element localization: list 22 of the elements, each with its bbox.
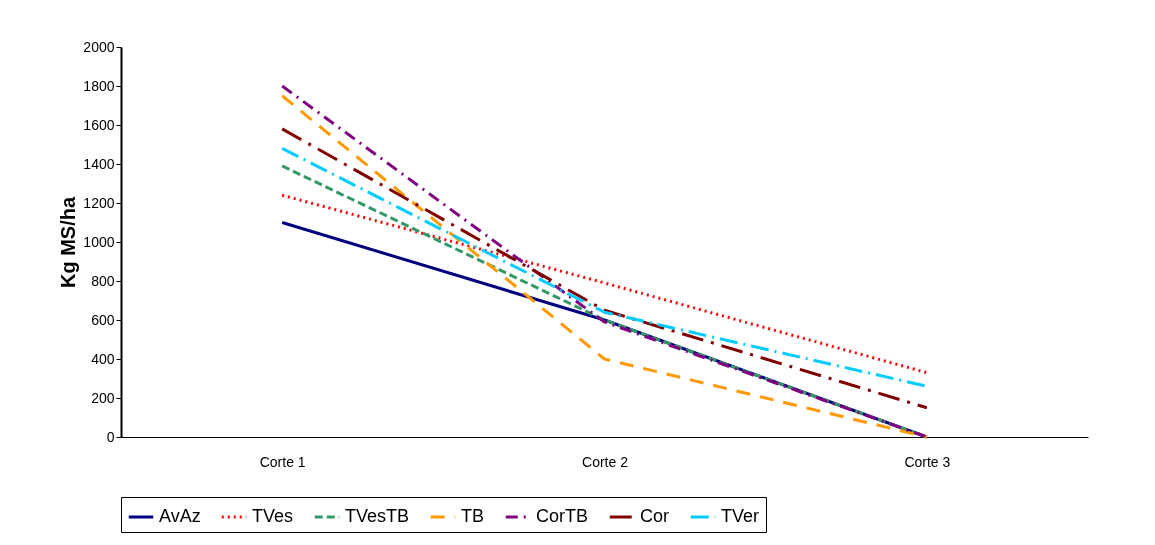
legend-label: CorTB: [536, 506, 589, 526]
legend-label: TVer: [721, 506, 760, 526]
y-axis-title: Kg MS/ha: [57, 196, 80, 289]
legend-label: TVesTB: [345, 506, 410, 526]
y-tick-label: 200: [91, 389, 115, 406]
y-tick-label: 1200: [83, 194, 115, 211]
legend-label: AvAz: [159, 506, 201, 526]
y-tick-label: 0: [106, 428, 115, 445]
y-tick-label: 600: [91, 311, 115, 328]
x-tick-label: Corte 3: [904, 453, 951, 470]
legend-label: TVes: [252, 506, 294, 526]
y-tick-label: 2000: [83, 38, 115, 55]
y-tick-label: 1600: [83, 116, 115, 133]
x-tick-label: Corte 2: [582, 453, 629, 470]
x-tick-label: Corte 1: [259, 453, 306, 470]
legend-label: TB: [461, 506, 485, 526]
y-tick-label: 1800: [83, 77, 115, 94]
y-tick-label: 800: [91, 272, 115, 289]
y-tick-label: 1400: [83, 155, 115, 172]
y-tick-label: 1000: [83, 233, 115, 250]
legend-label: Cor: [640, 506, 670, 526]
y-tick-label: 400: [91, 350, 115, 367]
